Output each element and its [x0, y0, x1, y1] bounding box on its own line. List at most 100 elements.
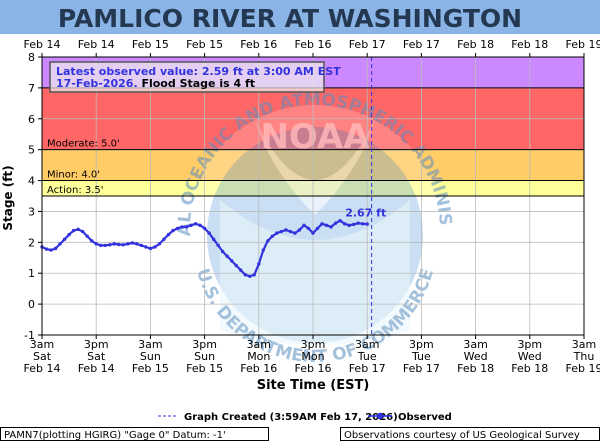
- bottom-date-label: Feb 19: [566, 362, 600, 375]
- observed-point: [49, 248, 53, 252]
- observed-point: [248, 274, 252, 279]
- observed-point: [239, 268, 243, 272]
- observed-point: [71, 228, 76, 233]
- y-tick-label: 5: [28, 144, 35, 157]
- bottom-date-label: Feb 15: [186, 362, 223, 375]
- bottom-time-label: 3am: [247, 338, 271, 351]
- observed-point: [320, 222, 324, 226]
- y-tick-label: 0: [28, 298, 35, 311]
- observed-point: [347, 223, 351, 228]
- observed-point: [266, 239, 270, 243]
- observed-point: [148, 246, 153, 251]
- latest-value-line2: 17-Feb-2026. Flood Stage is 4 ft: [56, 77, 255, 90]
- observed-point: [89, 239, 94, 243]
- observed-point: [315, 226, 320, 231]
- y-tick-label: 3: [28, 205, 35, 218]
- observed-point: [284, 228, 288, 232]
- observed-point: [62, 237, 67, 241]
- observed-point: [121, 243, 126, 247]
- observed-point: [220, 249, 225, 254]
- observed-point: [351, 222, 356, 227]
- observed-point: [207, 231, 211, 235]
- observed-point: [171, 228, 175, 233]
- observed-point: [230, 259, 234, 263]
- latest-value-annotation: 2.67 ft: [345, 207, 386, 220]
- observed-point: [162, 237, 166, 241]
- observed-point: [76, 227, 80, 232]
- bottom-day-label: Thu: [573, 350, 595, 363]
- observed-point: [135, 242, 139, 246]
- bottom-time-label: 3pm: [84, 338, 109, 351]
- observed-point: [44, 247, 49, 251]
- observed-point: [53, 246, 58, 251]
- observed-point: [302, 223, 306, 228]
- observed-point: [356, 221, 360, 225]
- bottom-date-label: Feb 18: [457, 362, 494, 375]
- y-tick-label: 2: [28, 236, 35, 249]
- observed-point: [275, 231, 279, 235]
- observed-point: [139, 243, 144, 248]
- observed-point: [293, 231, 297, 235]
- observed-point: [279, 229, 284, 234]
- observed-point: [202, 226, 207, 231]
- observed-point: [166, 232, 171, 237]
- observed-point: [288, 229, 293, 234]
- top-date-label: Feb 15: [186, 38, 223, 51]
- bottom-time-label: 3am: [138, 338, 162, 351]
- observed-point: [216, 243, 220, 248]
- observed-point: [144, 245, 148, 249]
- observed-point: [85, 234, 89, 238]
- top-date-label: Feb 17: [403, 38, 440, 51]
- footer-datum: PAMN7(plotting HGIRG) "Gage 0" Datum: -1…: [4, 430, 226, 441]
- latest-value-line1: Latest observed value: 2.59 ft at 3:00 A…: [56, 65, 341, 78]
- observed-point: [338, 219, 342, 223]
- bottom-day-label: Wed: [464, 350, 488, 363]
- observed-point: [257, 262, 261, 266]
- observed-point: [94, 242, 98, 246]
- observed-point: [175, 226, 180, 231]
- bottom-day-label: Sun: [140, 350, 161, 363]
- top-date-label: Feb 19: [566, 38, 600, 51]
- bottom-date-label: Feb 16: [240, 362, 277, 375]
- bottom-date-label: Feb 16: [295, 362, 332, 375]
- observed-point: [180, 225, 184, 229]
- legend-observed-label: Observed: [398, 412, 452, 423]
- observed-point: [324, 223, 329, 228]
- top-date-label: Feb 18: [457, 38, 494, 51]
- top-date-label: Feb 18: [511, 38, 548, 51]
- observed-point: [67, 232, 71, 237]
- top-date-label: Feb 15: [132, 38, 169, 51]
- bottom-date-label: Feb 18: [511, 362, 548, 375]
- legend-created-label: Graph Created (3:59AM Feb 17, 2026): [184, 412, 398, 423]
- y-tick-label: 8: [28, 51, 35, 64]
- y-tick-label: -1: [24, 329, 35, 342]
- flood-band-label: Minor: 4.0': [47, 170, 100, 181]
- flood-band-label: Moderate: 5.0': [47, 139, 120, 150]
- bottom-date-label: Feb 17: [349, 362, 386, 375]
- observed-point: [193, 222, 198, 226]
- observed-point: [117, 242, 121, 247]
- observed-point: [297, 228, 302, 232]
- flood-stage-text: Flood Stage is 4 ft: [138, 77, 255, 90]
- bottom-day-label: Mon: [247, 350, 270, 363]
- x-axis-label: Site Time (EST): [257, 378, 370, 393]
- top-date-label: Feb 16: [295, 38, 332, 51]
- observed-point: [270, 234, 275, 238]
- bottom-date-label: Feb 15: [132, 362, 169, 375]
- observed-point: [58, 242, 62, 246]
- bottom-date-label: Feb 17: [403, 362, 440, 375]
- bottom-day-label: Tue: [411, 350, 431, 363]
- y-tick-label: 6: [28, 113, 35, 126]
- bottom-time-label: 3am: [30, 338, 54, 351]
- bottom-day-label: Sun: [194, 350, 215, 363]
- observed-point: [243, 273, 247, 277]
- latest-value-box: Latest observed value: 2.59 ft at 3:00 A…: [49, 61, 341, 93]
- observed-point: [261, 248, 266, 252]
- observed-point: [130, 241, 135, 245]
- observed-point: [342, 222, 347, 226]
- bottom-day-label: Tue: [357, 350, 377, 363]
- bottom-day-label: Wed: [518, 350, 542, 363]
